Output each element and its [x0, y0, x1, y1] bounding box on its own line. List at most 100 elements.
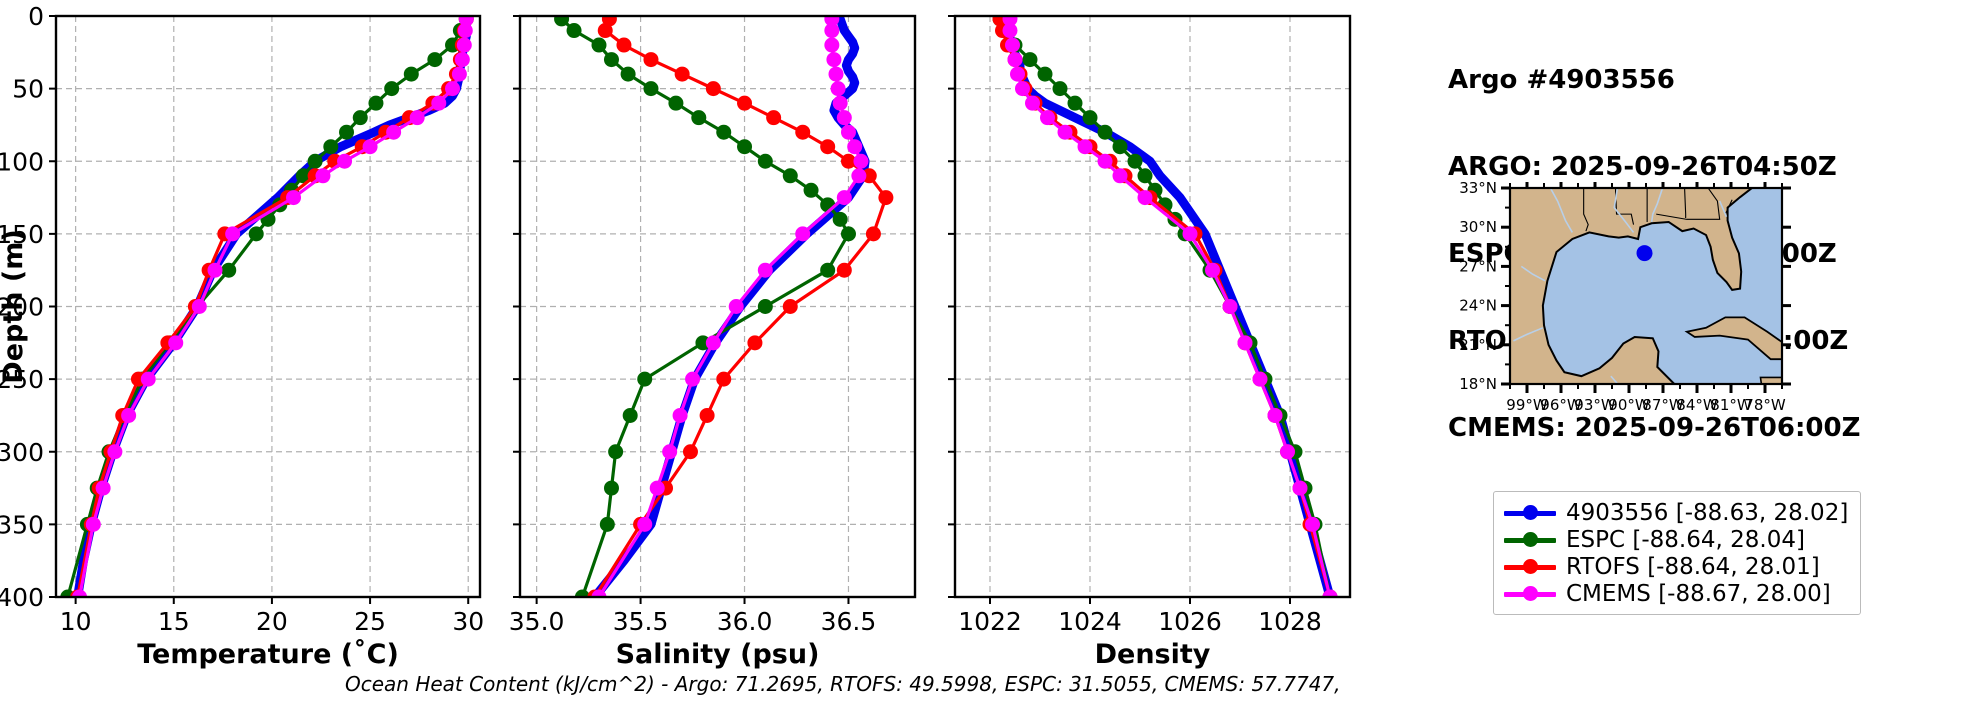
x-tick-label: 36.0 — [717, 607, 773, 636]
series-marker-cmems — [457, 23, 473, 39]
series-marker-cmems — [121, 407, 137, 423]
series-marker-cmems — [851, 168, 867, 184]
series-marker-cmems — [824, 23, 840, 39]
map-lon-label: 96°W — [1540, 396, 1582, 414]
y-tick-label: 150 — [0, 220, 44, 249]
map-state-border — [1724, 199, 1733, 215]
series-marker-cmems — [362, 139, 378, 155]
y-tick-label: 50 — [12, 75, 44, 104]
series-marker-cmems — [728, 299, 744, 314]
map-state-border — [1583, 188, 1589, 232]
legend-item-espc[interactable]: ESPC [-88.64, 28.04] — [1504, 526, 1848, 553]
series-marker-espc — [637, 371, 653, 387]
series-marker-cmems — [824, 16, 840, 27]
series-marker-cmems — [637, 516, 653, 532]
series-marker-cmems — [1025, 95, 1040, 111]
series-marker-espc — [840, 226, 856, 242]
series-marker-espc — [307, 153, 323, 169]
series-marker-cmems — [795, 226, 811, 242]
series-marker-espc — [1112, 139, 1128, 155]
series-marker-espc — [622, 407, 638, 423]
series-marker-espc — [737, 139, 753, 155]
map-river — [1718, 200, 1728, 218]
series-marker-cmems — [757, 262, 773, 278]
series-marker-cmems — [1137, 190, 1153, 206]
series-marker-espc — [403, 66, 419, 82]
series-marker-cmems — [1322, 589, 1338, 597]
y-tick-label: 100 — [0, 147, 44, 176]
series-marker-cmems — [168, 335, 184, 351]
ocean-heat-content-caption: Ocean Heat Content (kJ/cm^2) - Argo: 71.… — [345, 672, 1341, 696]
legend-item-cmems[interactable]: CMEMS [-88.67, 28.00] — [1504, 580, 1848, 607]
y-tick-label: 0 — [28, 2, 44, 31]
map-lat-label: 18°N — [1459, 375, 1497, 393]
series-marker-rtofs — [795, 124, 811, 140]
series-marker-rtofs — [766, 110, 782, 126]
series-marker-espc — [620, 66, 636, 82]
series-marker-espc — [691, 110, 707, 126]
map-lat-label: 27°N — [1459, 257, 1497, 275]
series-marker-cmems — [107, 444, 123, 460]
legend-swatch-cmems — [1504, 585, 1556, 601]
legend-label-argo: 4903556 [-88.63, 28.02] — [1566, 499, 1849, 526]
series-marker-cmems — [836, 190, 852, 206]
series-marker-cmems — [672, 407, 688, 423]
series-marker-espc — [832, 211, 848, 227]
legend-label-rtofs: RTOFS [-88.64, 28.01] — [1566, 553, 1820, 580]
series-marker-rtofs — [861, 168, 877, 184]
series-marker-cmems — [1002, 23, 1018, 39]
x-axis-title-salinity: Salinity (psu) — [616, 639, 820, 670]
cmems-time-line: CMEMS: 2025-09-26T06:00Z — [1448, 413, 1861, 443]
series-marker-cmems — [409, 110, 425, 126]
x-tick-label: 1028 — [1258, 607, 1322, 636]
map-lon-label: 87°W — [1642, 396, 1684, 414]
legend-item-argo[interactable]: 4903556 [-88.63, 28.02] — [1504, 499, 1848, 526]
series-marker-espc — [566, 23, 582, 39]
series-marker-espc — [384, 81, 400, 97]
series-marker-espc — [716, 124, 732, 140]
series-marker-espc — [803, 182, 819, 198]
map-river — [1650, 188, 1664, 223]
series-marker-cmems — [1182, 226, 1198, 242]
series-marker-rtofs — [597, 23, 613, 39]
map-jamaica-polygon — [1759, 376, 1782, 384]
legend-item-rtofs[interactable]: RTOFS [-88.64, 28.01] — [1504, 553, 1848, 580]
float-location-marker — [1636, 245, 1653, 262]
series-marker-rtofs — [643, 52, 659, 68]
y-tick-label: 250 — [0, 365, 44, 394]
series-marker-espc — [820, 262, 836, 278]
series-line-espc — [559, 17, 851, 597]
series-marker-rtofs — [836, 262, 852, 278]
series-marker-cmems — [451, 66, 467, 82]
series-marker-espc — [668, 95, 684, 111]
x-axis-title-temperature: Temperature (˚C) — [137, 639, 399, 670]
series-marker-cmems — [1280, 444, 1295, 460]
series-marker-espc — [368, 95, 384, 111]
series-marker-cmems — [1002, 16, 1018, 27]
panel-density: 1022 1024 1026 1028 Density — [948, 14, 1352, 670]
legend-swatch-argo — [1504, 504, 1556, 520]
map-river — [1610, 375, 1619, 384]
series-marker-cmems — [1057, 124, 1073, 140]
series-marker-cmems — [1292, 480, 1308, 496]
series-marker-espc — [295, 168, 311, 184]
x-tick-label: 25 — [354, 607, 386, 636]
argo-id-line: Argo #4903556 — [1448, 65, 1675, 95]
series-marker-cmems — [826, 52, 842, 68]
series-marker-cmems — [824, 37, 840, 53]
map-svg: 33°N 30°N 27°N 24°N 21°N 18°N 99°W96°W93°W90°W… — [1459, 179, 1791, 414]
series-marker-cmems — [207, 262, 223, 278]
series-marker-rtofs — [820, 139, 836, 155]
series-legend: 4903556 [-88.63, 28.02] ESPC [-88.64, 28.… — [1493, 491, 1862, 615]
map-lon-label: 84°W — [1676, 396, 1718, 414]
series-marker-cmems — [225, 226, 241, 242]
gulf-of-mexico-map-inset: 33°N 30°N 27°N 24°N 21°N 18°N 99°W 96°W 93°W 90°W… — [1452, 179, 1797, 431]
series-marker-espc — [603, 52, 619, 68]
series-marker-cmems — [1267, 407, 1283, 423]
series-line-espc — [66, 17, 468, 597]
series-marker-cmems — [853, 153, 869, 169]
series-marker-cmems — [95, 480, 111, 496]
series-marker-espc — [1037, 66, 1053, 82]
x-tick-label: 30 — [452, 607, 484, 636]
